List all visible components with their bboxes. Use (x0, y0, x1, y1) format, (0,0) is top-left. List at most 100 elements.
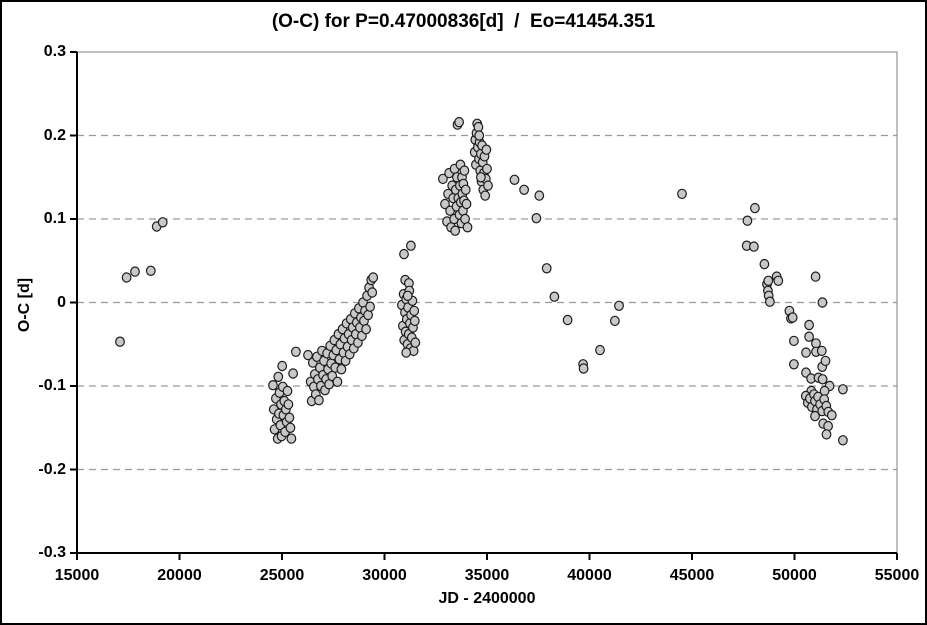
data-point (481, 144, 492, 155)
data-point (804, 331, 814, 342)
data-point (826, 410, 837, 421)
data-point (450, 225, 461, 236)
data-point (462, 222, 473, 233)
data-point (763, 275, 774, 286)
data-point (483, 180, 493, 191)
data-point (314, 395, 324, 406)
data-point (461, 198, 472, 210)
y-tick-label: -0.3 (38, 544, 66, 561)
data-point (509, 174, 520, 185)
data-point (368, 272, 379, 283)
data-point (157, 217, 168, 228)
data-point (789, 335, 799, 347)
data-point (476, 172, 486, 183)
data-point (804, 319, 814, 331)
data-point (361, 324, 372, 335)
data-point (365, 301, 376, 312)
y-tick-label: 0 (57, 293, 66, 311)
data-point (440, 198, 450, 210)
x-tick-label: 45000 (669, 567, 715, 584)
data-point (409, 315, 420, 327)
data-point (283, 399, 294, 410)
data-point (549, 291, 560, 302)
data-point (291, 346, 301, 357)
data-point (817, 374, 828, 385)
y-tick-label: 0.1 (43, 210, 66, 227)
data-point (268, 380, 278, 391)
data-point (409, 305, 420, 317)
data-point (332, 376, 343, 387)
data-point (406, 240, 416, 251)
x-tick-label: 20000 (157, 567, 202, 584)
data-point (817, 297, 828, 308)
data-point (742, 215, 753, 226)
data-point (336, 364, 347, 375)
data-point (121, 272, 132, 283)
data-point (519, 184, 529, 195)
data-point (765, 296, 775, 307)
data-point (288, 368, 299, 379)
data-point (823, 420, 833, 432)
data-point (284, 412, 295, 423)
data-point (115, 336, 125, 347)
data-point (677, 188, 687, 200)
data-point (773, 275, 784, 286)
data-point (595, 344, 605, 356)
data-point (285, 422, 296, 433)
y-tick-label: 0.3 (43, 43, 66, 60)
y-tick-label: -0.1 (38, 377, 66, 394)
data-point (562, 314, 573, 326)
data-point (480, 190, 491, 201)
data-point (273, 371, 284, 382)
data-point (454, 116, 465, 128)
y-tick-label: 0.2 (43, 126, 66, 144)
data-point (821, 429, 832, 440)
data-point (816, 345, 827, 357)
data-point (759, 258, 770, 270)
data-point (402, 290, 413, 301)
data-point (531, 212, 542, 224)
data-point (482, 163, 492, 175)
data-point (838, 384, 848, 395)
data-point (401, 347, 412, 358)
data-point (541, 263, 552, 274)
x-tick-label: 15000 (54, 567, 100, 584)
data-point (810, 271, 821, 282)
x-tick-label: 35000 (464, 567, 510, 584)
data-point (282, 385, 293, 397)
x-tick-label: 30000 (362, 567, 407, 584)
data-point (789, 359, 799, 370)
data-point (367, 287, 378, 298)
data-point (277, 360, 288, 372)
data-point (749, 241, 759, 252)
x-tick-label: 50000 (772, 567, 817, 584)
x-axis-label: JD - 2400000 (438, 590, 536, 607)
x-tick-label: 55000 (874, 567, 920, 584)
x-tick-label: 25000 (259, 567, 305, 584)
data-point (578, 363, 589, 374)
data-point (399, 248, 409, 260)
chart-title: (O-C) for P=0.47000836[d] / Eo=41454.351 (271, 11, 656, 32)
x-tick-label: 40000 (567, 567, 612, 584)
data-point (820, 355, 831, 367)
data-point (787, 312, 798, 323)
data-point (460, 184, 471, 195)
y-tick-label: -0.2 (38, 460, 66, 478)
data-point (610, 315, 620, 327)
data-point (838, 435, 848, 446)
data-point (410, 337, 421, 348)
data-point (810, 410, 820, 422)
data-point (286, 433, 297, 444)
data-point (750, 202, 760, 214)
data-point (130, 266, 140, 277)
data-point (459, 165, 470, 176)
data-point (534, 190, 545, 201)
data-point (145, 265, 156, 276)
data-point (801, 347, 811, 358)
data-point (438, 173, 448, 185)
data-point (473, 121, 484, 133)
data-point (474, 130, 485, 141)
data-point (614, 300, 624, 311)
